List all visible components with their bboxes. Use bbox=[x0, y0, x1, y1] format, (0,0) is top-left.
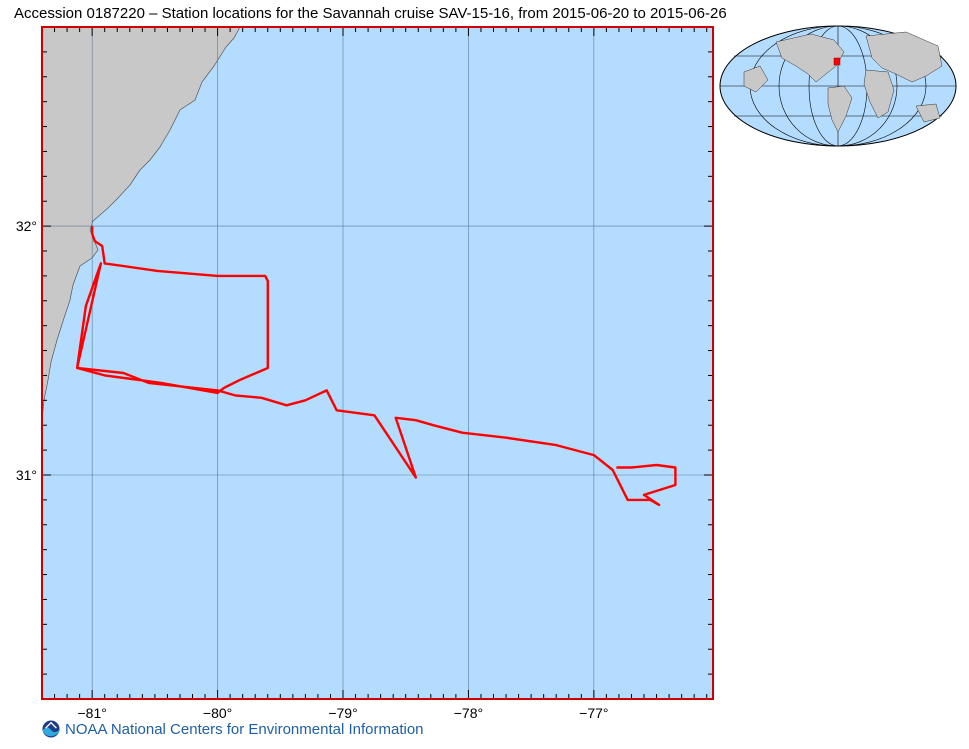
world-inset-globe bbox=[719, 25, 957, 147]
region-marker bbox=[833, 57, 841, 66]
map-frame bbox=[41, 26, 714, 700]
graticule bbox=[42, 27, 713, 699]
latitude-tick-label: 31° bbox=[16, 467, 37, 483]
longitude-tick-label: −78° bbox=[454, 705, 483, 721]
globe-land bbox=[743, 31, 943, 133]
cruise-track bbox=[75, 226, 677, 507]
longitude-tick-label: −77° bbox=[579, 705, 608, 721]
latitude-tick-label: 32° bbox=[16, 218, 37, 234]
footer-text: NOAA National Centers for Environmental … bbox=[65, 720, 424, 738]
longitude-tick-label: −80° bbox=[203, 705, 232, 721]
land-coastline bbox=[41, 26, 241, 421]
footer-credit: NOAA National Centers for Environmental … bbox=[42, 720, 424, 738]
station-track-line bbox=[75, 226, 677, 507]
longitude-labels: −81° −80° −79° −78° −77° bbox=[77, 705, 608, 721]
map-title: Accession 0187220 – Station locations fo… bbox=[14, 5, 727, 22]
latitude-labels: 32° 31° bbox=[16, 218, 37, 483]
longitude-tick-label: −79° bbox=[328, 705, 357, 721]
longitude-tick-label: −81° bbox=[77, 705, 106, 721]
noaa-logo-icon bbox=[42, 720, 60, 738]
